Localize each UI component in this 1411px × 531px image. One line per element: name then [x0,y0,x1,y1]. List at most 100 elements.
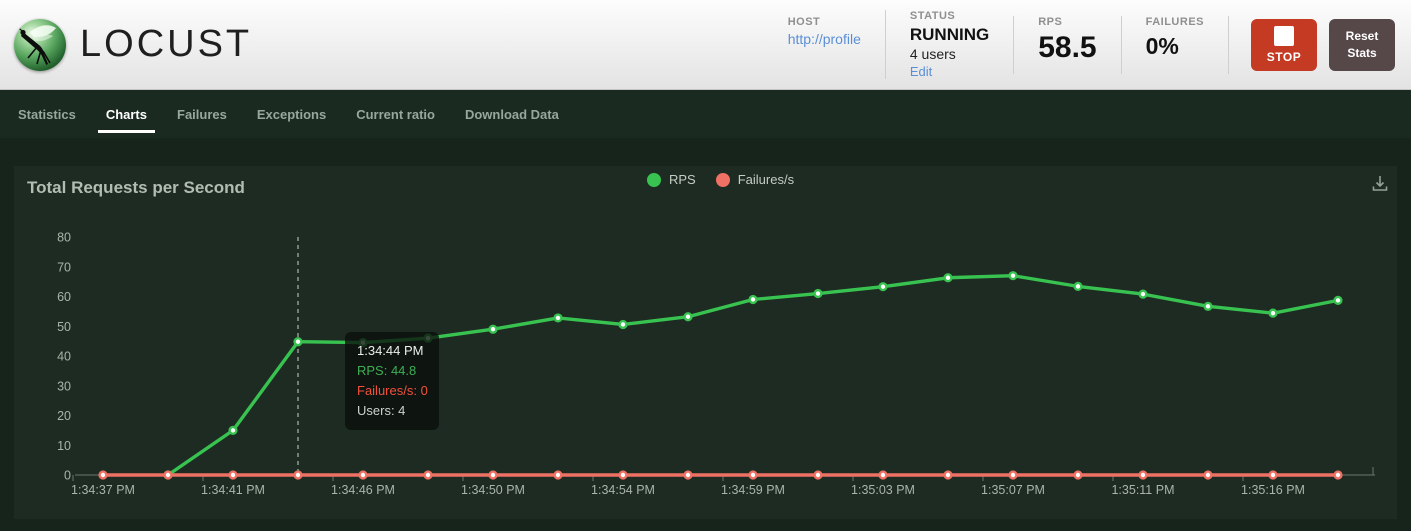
data-point[interactable] [943,273,953,283]
host-label: HOST [787,15,821,28]
y-axis-label: 60 [57,290,71,304]
data-point[interactable] [1333,470,1343,480]
y-axis-label: 50 [57,320,71,334]
data-point[interactable] [813,470,823,480]
legend-dot-icon [715,172,730,187]
rps-label: RPS [1038,15,1063,28]
data-point[interactable] [488,470,498,480]
legend-item-failures-s[interactable]: Failures/s [715,172,795,187]
data-point[interactable] [293,337,303,347]
data-point[interactable] [683,312,693,322]
data-point[interactable] [1268,470,1278,480]
data-point[interactable] [878,282,888,292]
y-axis-label: 70 [57,260,71,274]
y-axis-label: 40 [57,350,71,364]
tab-download-data[interactable]: Download Data [464,106,559,122]
data-point[interactable] [488,324,498,334]
data-point[interactable] [618,319,628,330]
chart-legend: RPS Failures/s [647,172,794,187]
y-axis-label: 80 [57,231,71,245]
locust-brand: LOCUST [14,18,253,71]
data-point[interactable] [1073,281,1083,291]
data-point[interactable] [1268,308,1278,318]
failures-section: FAILURES 0% [1120,15,1229,74]
data-point[interactable] [1138,470,1148,480]
app-title: LOCUST [80,23,253,65]
x-axis-label: 1:35:11 PM [1111,483,1174,497]
data-point[interactable] [358,470,368,480]
data-point[interactable] [358,338,368,348]
x-axis-label: 1:34:54 PM [591,483,655,497]
status-state: RUNNING [909,25,990,44]
tab-current-ratio[interactable]: Current ratio [356,106,435,122]
tab-failures[interactable]: Failures [177,106,227,122]
data-point[interactable] [748,294,758,305]
failures-value: 0% [1145,32,1179,59]
locust-insect-icon [15,24,56,65]
download-chart-button[interactable] [1370,173,1390,196]
x-axis-label: 1:34:41 PM [201,483,265,497]
host-url-link[interactable]: http://profile [787,30,861,47]
locust-logo-icon [14,18,66,71]
header-status-bar: HOST http://profile STATUS RUNNING 4 use… [764,10,1395,79]
legend-item-rps[interactable]: RPS [647,172,696,187]
data-point[interactable] [553,313,563,323]
x-axis-label: 1:35:16 PM [1241,483,1305,497]
data-point[interactable] [1073,470,1083,480]
tab-statistics[interactable]: Statistics [18,106,76,122]
legend-dot-icon [647,172,661,187]
data-point[interactable] [1008,470,1018,480]
stop-button-label: STOP [1266,49,1302,64]
edit-users-link[interactable]: Edit [909,64,933,79]
y-axis-label: 0 [64,469,71,483]
tab-exceptions[interactable]: Exceptions [256,106,327,122]
legend-label: RPS [669,172,696,187]
data-point[interactable] [423,470,433,480]
data-point[interactable] [553,470,563,480]
chart-panel: Total Requests per Second RPS Failures/s … [14,166,1397,519]
data-point[interactable] [423,333,433,343]
x-axis-label: 1:34:37 PM [71,483,135,497]
data-point[interactable] [1203,470,1213,480]
data-point[interactable] [228,425,238,435]
x-axis-label: 1:34:46 PM [331,483,395,497]
data-point[interactable] [1008,271,1018,281]
series-line-rps [166,273,1340,477]
data-point[interactable] [293,470,303,480]
host-section: HOST http://profile [764,16,885,74]
data-point[interactable] [98,470,108,480]
data-point[interactable] [878,470,888,480]
rps-value: 58.5 [1038,30,1097,64]
data-point[interactable] [1203,301,1213,311]
y-axis-label: 20 [57,409,71,423]
rps-section: RPS 58.5 [1013,15,1120,74]
y-axis-label: 10 [57,439,71,453]
app-header: LOCUST HOST http://profile STATUS RUNNIN… [0,0,1411,90]
rps-line-chart[interactable]: 1:34:37 PM 1:34:41 PM 1:34:46 PM 1:34:50 PM… [14,166,1397,519]
status-section: STATUS RUNNING 4 users Edit [884,10,1013,79]
chart-title: Total Requests per Second [27,178,245,197]
data-point[interactable] [1138,289,1148,299]
status-label: STATUS [909,10,956,22]
data-point[interactable] [813,288,823,299]
stop-button[interactable]: STOP [1251,18,1317,71]
tab-charts[interactable]: Charts [97,90,156,138]
x-axis-label: 1:34:59 PM [721,483,785,497]
data-point[interactable] [683,470,693,480]
main-nav: Statistics Charts Failures Exceptions Curren… [0,90,1411,138]
y-axis-label: 30 [57,379,71,393]
data-point[interactable] [943,470,953,480]
failures-label: FAILURES [1145,15,1204,28]
data-point[interactable] [228,470,238,480]
stop-square-icon [1274,25,1294,46]
data-point[interactable] [1333,295,1343,305]
x-axis-label: 1:35:03 PM [851,483,915,497]
status-user-count: 4 users [909,46,956,62]
x-axis-label: 1:34:50 PM [461,483,525,497]
data-point[interactable] [748,470,758,480]
data-point[interactable] [163,470,173,480]
legend-label: Failures/s [737,172,795,187]
data-point[interactable] [618,470,628,480]
x-axis-label: 1:35:07 PM [981,483,1045,497]
reset-stats-button[interactable]: Reset Stats [1329,18,1395,71]
